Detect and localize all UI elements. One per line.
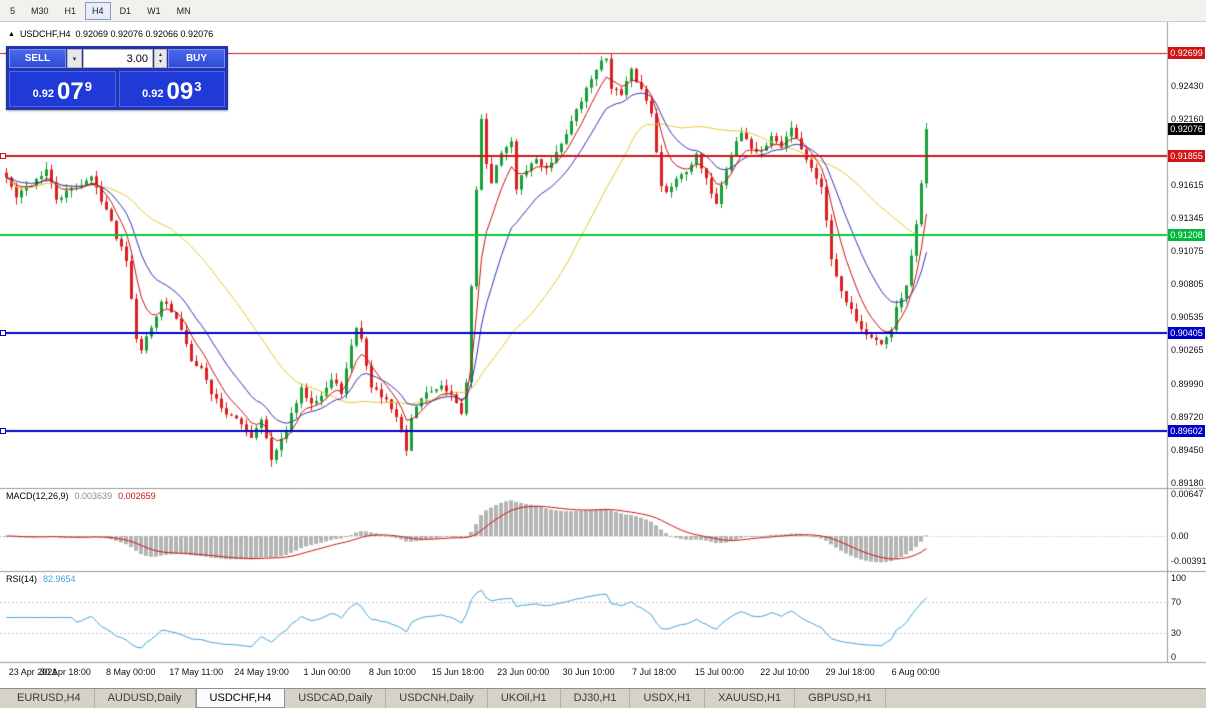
price-axis-label: 0.92430 — [1171, 80, 1204, 91]
rsi-axis-label: 70 — [1171, 596, 1182, 607]
symbol-tab-usdcad-daily[interactable]: USDCAD,Daily — [285, 689, 387, 708]
buy-price-pip: 3 — [194, 79, 202, 94]
time-axis-label: 23 Jun 00:00 — [497, 667, 550, 677]
chart-title: ▲ USDCHF,H4 0.92069 0.92076 0.92066 0.92… — [8, 29, 213, 39]
symbol-tab-usdchf-h4[interactable]: USDCHF,H4 — [195, 689, 286, 708]
rsi-value: 82.9654 — [43, 574, 76, 584]
chart-shift-icon: ▲ — [8, 30, 15, 38]
timeframe-button-m30[interactable]: M30 — [31, 5, 49, 16]
time-axis-label: 15 Jul 00:00 — [694, 667, 744, 677]
symbol-tab-dj30-h1[interactable]: DJ30,H1 — [561, 689, 631, 708]
time-axis-label: 8 May 00:00 — [106, 667, 156, 677]
buy-price-base: 0.92 — [142, 88, 164, 100]
symbol-tab-eurusd-h4[interactable]: EURUSD,H4 — [4, 689, 95, 708]
chevron-down-icon: ▾ — [72, 55, 77, 63]
one-click-trading-panel: SELL ▾ 3.00 ▴ ▾ BUY 0.92 07 9 0.92 09 3 — [6, 46, 228, 110]
sell-price-pip: 9 — [84, 79, 92, 94]
symbol-tab-usdx-h1[interactable]: USDX,H1 — [630, 689, 706, 708]
price-level-badge[interactable]: 0.92699 — [1168, 47, 1205, 59]
price-level-badge[interactable]: 0.91855 — [1168, 150, 1205, 163]
buy-price-big: 09 — [166, 78, 194, 105]
price-level-badge[interactable]: 0.91208 — [1168, 229, 1205, 242]
rsi-axis-label: 0 — [1171, 652, 1177, 662]
price-level-badge[interactable]: 0.89602 — [1168, 425, 1205, 438]
time-axis-label: 17 May 11:00 — [169, 667, 224, 677]
sell-price-base: 0.92 — [32, 88, 54, 100]
macd-main-value: 0.003639 — [74, 491, 113, 501]
price-axis-label: 0.89990 — [1171, 379, 1204, 389]
sell-price-big: 07 — [56, 78, 84, 105]
price-chart-canvas[interactable] — [0, 22, 1206, 688]
chevron-down-icon: ▾ — [158, 58, 162, 65]
macd-indicator-label: MACD(12,26,9) 0.003639 0.002659 — [6, 491, 156, 501]
macd-axis-label: 0.00 — [1171, 531, 1189, 541]
rsi-axis-label: 100 — [1171, 573, 1187, 583]
time-axis-label: 22 Jul 10:00 — [760, 667, 810, 677]
bid-price-badge: 0.92076 — [1168, 123, 1205, 136]
time-axis-label: 30 Apr 18:00 — [39, 667, 91, 677]
hline-drag-handle[interactable] — [0, 428, 6, 435]
symbol-tab-ukoil-h1[interactable]: UKOil,H1 — [488, 689, 561, 708]
timeframe-toolbar: 5 M30 H1 H4 D1 W1 MN — [0, 0, 1206, 22]
time-axis-label: 24 May 19:00 — [234, 667, 289, 677]
volume-input[interactable]: 3.00 — [83, 49, 153, 68]
sell-button[interactable]: SELL — [9, 49, 66, 68]
sell-price-display[interactable]: 0.92 07 9 — [9, 71, 116, 107]
time-axis-label: 1 Jun 00:00 — [303, 667, 351, 677]
price-axis-label: 0.92160 — [1171, 113, 1204, 124]
price-axis-label: 0.91345 — [1171, 213, 1204, 224]
timeframe-button-d1[interactable]: D1 — [119, 5, 132, 16]
macd-name: MACD(12,26,9) — [6, 491, 69, 501]
price-axis-label: 0.89720 — [1171, 412, 1204, 422]
price-axis-label: 0.90265 — [1171, 345, 1204, 356]
time-axis-label: 15 Jun 18:00 — [431, 667, 484, 677]
macd-axis-label: 0.00647 — [1171, 489, 1204, 499]
price-axis-label: 0.89180 — [1171, 477, 1204, 488]
price-axis-label: 0.90535 — [1171, 312, 1204, 323]
chart-workspace: ▲ USDCHF,H4 0.92069 0.92076 0.92066 0.92… — [0, 22, 1206, 688]
macd-signal-value: 0.002659 — [118, 491, 156, 501]
price-level-badge[interactable]: 0.90405 — [1168, 327, 1205, 340]
symbol-tab-bar: EURUSD,H4 AUDUSD,Daily USDCHF,H4 USDCAD,Dai… — [0, 688, 1206, 708]
buy-price-display[interactable]: 0.92 09 3 — [118, 71, 225, 107]
timeframe-button-w1[interactable]: W1 — [147, 5, 161, 16]
chart-symbol-label: USDCHF,H4 — [19, 29, 71, 39]
symbol-tab-usdcnh-daily[interactable]: USDCNH,Daily — [386, 689, 488, 708]
time-axis-label: 23 Apr 2021 — [8, 667, 58, 677]
volume-dropdown-button[interactable]: ▾ — [67, 49, 82, 68]
volume-stepper[interactable]: ▴ ▾ — [154, 49, 167, 68]
hline-drag-handle[interactable] — [0, 153, 6, 160]
symbol-tab-xauusd-h1[interactable]: XAUUSD,H1 — [705, 689, 796, 708]
rsi-axis-label: 30 — [1171, 628, 1182, 639]
macd-axis-label: -0.00391 — [1171, 556, 1206, 567]
timeframe-button-5[interactable]: 5 — [10, 5, 16, 16]
rsi-name: RSI(14) — [6, 574, 38, 584]
timeframe-button-h4[interactable]: H4 — [85, 1, 111, 20]
rsi-indicator-label: RSI(14) 82.9654 — [6, 574, 76, 584]
time-axis-label: 7 Jul 18:00 — [631, 667, 677, 677]
timeframe-button-mn[interactable]: MN — [176, 5, 191, 16]
time-axis-label: 8 Jun 10:00 — [368, 667, 416, 677]
price-axis-label: 0.90805 — [1171, 279, 1204, 290]
buy-button[interactable]: BUY — [168, 49, 225, 68]
price-axis-label: 0.89450 — [1171, 444, 1204, 455]
symbol-tab-gbpusd-h1[interactable]: GBPUSD,H1 — [795, 689, 886, 708]
chevron-up-icon: ▴ — [158, 51, 162, 58]
price-axis-label: 0.91075 — [1171, 246, 1204, 257]
timeframe-button-h1[interactable]: H1 — [64, 5, 77, 16]
symbol-tab-audusd-daily[interactable]: AUDUSD,Daily — [95, 689, 196, 708]
time-axis-label: 29 Jul 18:00 — [825, 667, 875, 677]
price-axis-label: 0.91615 — [1171, 180, 1204, 191]
hline-drag-handle[interactable] — [0, 330, 6, 337]
time-axis-label: 6 Aug 00:00 — [891, 667, 940, 677]
chart-ohlc-values: 0.92069 0.92076 0.92066 0.92076 — [75, 29, 214, 39]
time-axis-label: 30 Jun 10:00 — [562, 667, 615, 677]
